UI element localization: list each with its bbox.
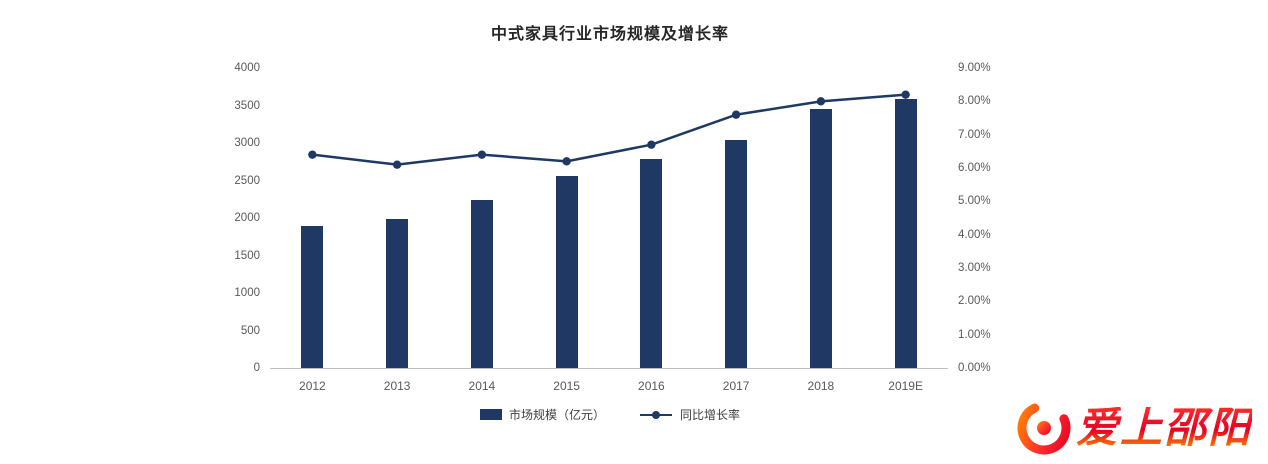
legend: 市场规模（亿元） 同比增长率 <box>270 406 950 423</box>
logo-swirl-icon <box>1017 403 1071 455</box>
right-axis-tick: 8.00% <box>958 95 991 108</box>
left-axis-tick: 2500 <box>234 174 260 187</box>
line-marker-2012 <box>308 150 317 159</box>
bar-swatch <box>479 409 502 420</box>
bar-2012 <box>301 226 324 368</box>
left-axis-tick: 1500 <box>234 249 260 262</box>
legend-item-line: 同比增长率 <box>639 406 740 423</box>
line-marker-2016 <box>647 140 656 149</box>
x-axis-label: 2012 <box>299 379 326 393</box>
logo: 爱上邵阳 <box>1016 400 1252 456</box>
left-axis-tick: 2000 <box>234 212 260 224</box>
right-axis-tick: 5.00% <box>958 195 991 208</box>
left-axis-tick: 0 <box>253 362 260 374</box>
x-axis-label: 2016 <box>638 379 665 393</box>
bar-2013 <box>386 218 409 368</box>
left-axis-tick: 4000 <box>234 62 260 74</box>
right-axis-tick: 7.00% <box>958 128 991 141</box>
left-axis-tick: 500 <box>240 324 260 337</box>
line-marker-2013 <box>392 160 402 169</box>
left-axis-tick: 1000 <box>234 287 260 299</box>
x-axis-label: 2017 <box>722 379 750 393</box>
line-marker-2014 <box>477 150 487 159</box>
right-axis-tick: 9.00% <box>958 62 991 74</box>
bar-2018 <box>809 109 832 368</box>
bar-2016 <box>640 158 663 368</box>
left-axis-tick: 3500 <box>234 99 260 112</box>
legend-item-bar: 市场规模（亿元） <box>479 406 605 423</box>
legend-label-bar: 市场规模（亿元） <box>508 408 605 422</box>
bar-2019E <box>894 98 917 368</box>
chart-title: 中式家具行业市场规模及增长率 <box>490 26 729 43</box>
x-axis-label: 2018 <box>807 379 835 393</box>
legend-label-line: 同比增长率 <box>680 408 741 422</box>
left-axis-tick: 3000 <box>234 137 260 149</box>
right-axis-tick: 0.00% <box>958 362 991 374</box>
right-axis-tick: 6.00% <box>958 162 991 174</box>
x-axis-label: 2015 <box>553 379 580 393</box>
x-axis-label: 2013 <box>383 379 411 393</box>
x-axis-line <box>270 368 948 369</box>
bar-2015 <box>555 176 578 368</box>
right-axis-tick: 1.00% <box>958 328 991 341</box>
line-marker-2019E <box>901 90 910 99</box>
line-marker-2015 <box>562 157 571 166</box>
x-axis-label: 2014 <box>468 379 496 393</box>
bar-2014 <box>470 200 493 368</box>
right-axis-tick: 3.00% <box>958 262 991 274</box>
x-axis-label: 2019E <box>888 379 923 393</box>
line-marker-2018 <box>816 97 826 106</box>
bar-2017 <box>725 140 748 368</box>
logo-text: 爱上邵阳 <box>1075 404 1252 451</box>
line-marker-2017 <box>731 110 741 119</box>
right-axis-tick: 2.00% <box>958 295 991 308</box>
line-swatch <box>640 410 672 419</box>
right-axis-tick: 4.00% <box>958 228 991 241</box>
